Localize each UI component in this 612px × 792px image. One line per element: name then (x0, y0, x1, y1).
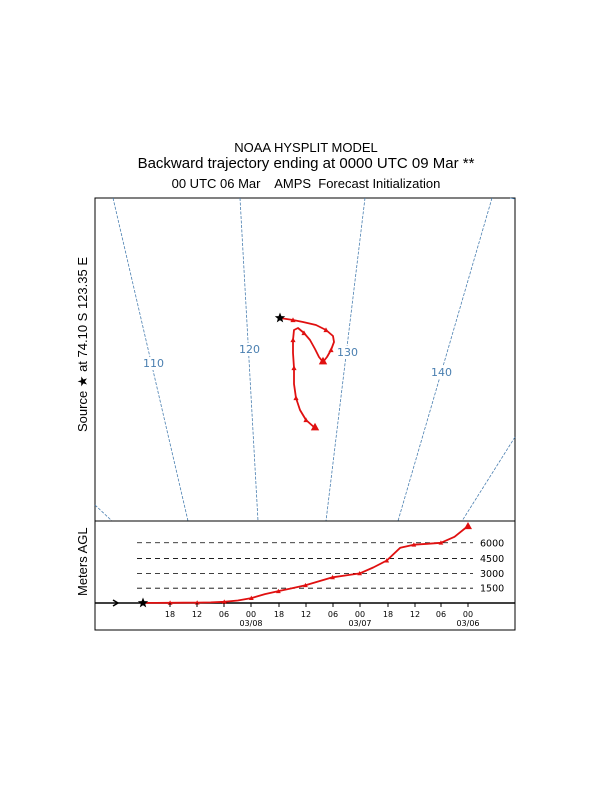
time-tick-label: 18 (274, 610, 284, 619)
trajectory-marker (318, 356, 328, 365)
start-tick (112, 599, 119, 604)
height-tick-label: 3000 (480, 569, 504, 580)
height-panel: 1500 3000 4500 6000 18 12 06 00 18 12 06 00 18 12 06 0… (94, 520, 516, 631)
chart-title-line2: Backward trajectory ending at 0000 UTC 0… (137, 155, 475, 172)
time-tick-label: 12 (410, 610, 420, 619)
height-axis-label: Meters AGL (75, 527, 90, 596)
height-gridlines: 1500 3000 4500 6000 (95, 538, 515, 604)
source-star-icon (137, 597, 149, 608)
source-star-icon (274, 312, 286, 323)
height-marker (194, 600, 200, 605)
trajectory-marker (328, 347, 334, 353)
height-marker (276, 588, 281, 594)
trajectory-marker (290, 317, 296, 323)
height-marker (303, 582, 308, 588)
meridian-line (397, 197, 493, 522)
chart-title-line1: NOAA HYSPLIT MODEL (234, 140, 378, 155)
trajectory-marker (291, 365, 297, 371)
height-marker (167, 600, 173, 605)
time-tick-label: 00 (355, 610, 365, 619)
time-tick-label: 00 (463, 610, 473, 619)
time-tick-label: 06 (436, 610, 446, 619)
time-tick-label: 06 (219, 610, 229, 619)
meridian-label-bg (429, 366, 451, 379)
date-label: 03/07 (348, 619, 371, 628)
source-star-icon (274, 312, 286, 323)
trajectory-marker (303, 417, 309, 423)
trajectory-marker (310, 422, 320, 431)
trajectory-marker (323, 327, 329, 333)
trajectory-marker (293, 395, 299, 401)
meridian-line (461, 436, 516, 522)
height-marker (248, 595, 254, 600)
chart-title-line3: 00 UTC 06 Mar AMPS Forecast Initializati… (171, 176, 441, 191)
time-tick-label: 06 (328, 610, 338, 619)
meridian-line (509, 197, 516, 200)
height-marker (330, 574, 335, 580)
meridian-line (94, 504, 113, 522)
meridian-line (239, 197, 259, 522)
height-line (143, 525, 469, 604)
height-tick-label: 4500 (480, 554, 504, 565)
meridian-label: 110 (143, 357, 164, 370)
trajectory-line (279, 317, 335, 429)
map-panel: 110 120 130 140 (94, 197, 516, 522)
meridian-label: 130 (337, 346, 358, 359)
height-tick-label: 1500 (480, 584, 504, 595)
height-marker (438, 540, 444, 545)
time-tick-label: 18 (383, 610, 393, 619)
height-marker (464, 521, 472, 530)
meridian-label-bg (335, 346, 357, 359)
source-label: Source ★ at 74.10 S 123.35 E (75, 257, 90, 432)
height-series (112, 521, 472, 608)
trajectory-marker (290, 337, 296, 343)
time-tick-label: 18 (165, 610, 175, 619)
time-tick-label: 12 (301, 610, 311, 619)
trajectory-path (279, 317, 335, 431)
meridian-label: 140 (431, 366, 452, 379)
start-tick (112, 602, 119, 607)
meridian-label: 120 (239, 343, 260, 356)
meridian-lines: 110 120 130 140 (94, 197, 516, 522)
height-marker (221, 599, 227, 604)
trajectory-marker (301, 330, 307, 336)
meridian-label-bg (141, 357, 163, 370)
time-tick-label: 12 (192, 610, 202, 619)
time-tick-label: 00 (246, 610, 256, 619)
height-frame (94, 520, 516, 631)
meridian-line (112, 197, 189, 522)
height-marker (411, 542, 417, 547)
height-marker (384, 558, 390, 563)
meridian-line (325, 197, 366, 522)
date-label: 03/08 (239, 619, 262, 628)
height-marker (357, 570, 363, 576)
height-tick-label: 6000 (480, 538, 504, 549)
meridian-label-bg (237, 343, 259, 356)
date-label: 03/06 (456, 619, 479, 628)
